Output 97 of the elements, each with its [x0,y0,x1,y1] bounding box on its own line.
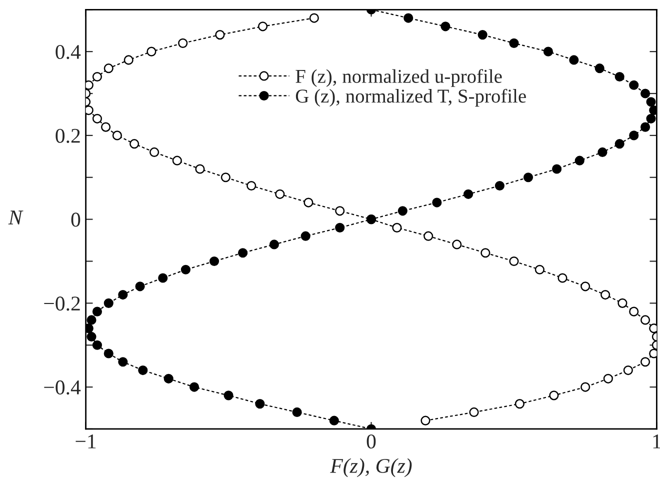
x-axis-title: F(z), G(z) [330,458,412,478]
point [92,306,102,316]
point [646,97,656,107]
y-tick-label: 0 [71,212,80,227]
point [255,399,265,409]
point [640,357,650,367]
point [246,180,256,191]
point [220,172,230,182]
point [424,231,434,241]
point [640,122,650,132]
point [392,222,402,232]
point [440,22,450,32]
point [629,80,639,90]
point [104,298,114,308]
point [146,46,156,56]
point [614,139,624,149]
point [118,357,128,367]
point [509,256,519,266]
legend-label: G (z), normalized T, S-profile [296,88,526,107]
point [469,407,479,417]
point [164,374,174,384]
point [180,264,190,274]
legend-label: F (z), normalized u-profile [296,69,502,87]
point [614,72,624,82]
point [135,282,145,292]
point [514,399,524,409]
y-axis-title: N [8,210,24,224]
point [598,147,608,158]
point [549,390,559,400]
point [92,114,102,124]
point [104,64,114,74]
point [543,46,554,56]
point [594,64,604,74]
x-tick-label: 0 [366,434,376,449]
point [138,365,148,376]
point [258,22,268,32]
point [195,164,205,174]
point [150,147,160,158]
point [629,130,639,140]
point [304,198,314,208]
point [158,273,168,283]
point [640,88,650,98]
point [92,72,102,82]
y-tick-label: −0.2 [44,296,80,311]
point [335,222,345,232]
point [558,273,568,283]
point [603,374,613,384]
point [640,315,650,325]
point [118,290,128,300]
point [100,122,111,132]
point [224,390,234,400]
point [335,206,345,216]
point [178,38,188,48]
point [494,180,504,191]
point [189,382,200,392]
point [478,30,488,40]
point [432,198,442,208]
y-tick-label: 0.4 [56,44,81,60]
point [215,30,225,40]
point [646,114,656,124]
point [92,340,102,350]
point [292,407,302,417]
point [269,240,279,250]
point [209,256,220,266]
point [112,130,122,140]
point [552,164,562,174]
point [574,156,584,166]
point [580,382,590,392]
point [618,298,628,308]
point [329,416,339,426]
point [464,189,474,199]
point [104,348,114,358]
point [580,282,590,292]
y-tick-label: −0.4 [44,380,81,395]
point [452,240,462,250]
point [130,139,140,149]
point [86,315,96,325]
point [275,189,285,199]
y-tick-label: 0.2 [56,128,80,143]
point [480,248,490,258]
point [569,55,579,65]
point [309,13,319,23]
point [238,248,248,258]
point [629,306,639,316]
point [300,231,310,241]
point [172,156,182,166]
point [534,264,544,274]
point [398,206,408,216]
point [124,55,134,65]
point [86,332,96,342]
point [623,365,633,376]
point [509,38,519,48]
point [420,416,430,426]
point [600,290,610,300]
point [523,172,534,182]
point [404,13,414,23]
x-tick-label: −1 [76,434,96,448]
